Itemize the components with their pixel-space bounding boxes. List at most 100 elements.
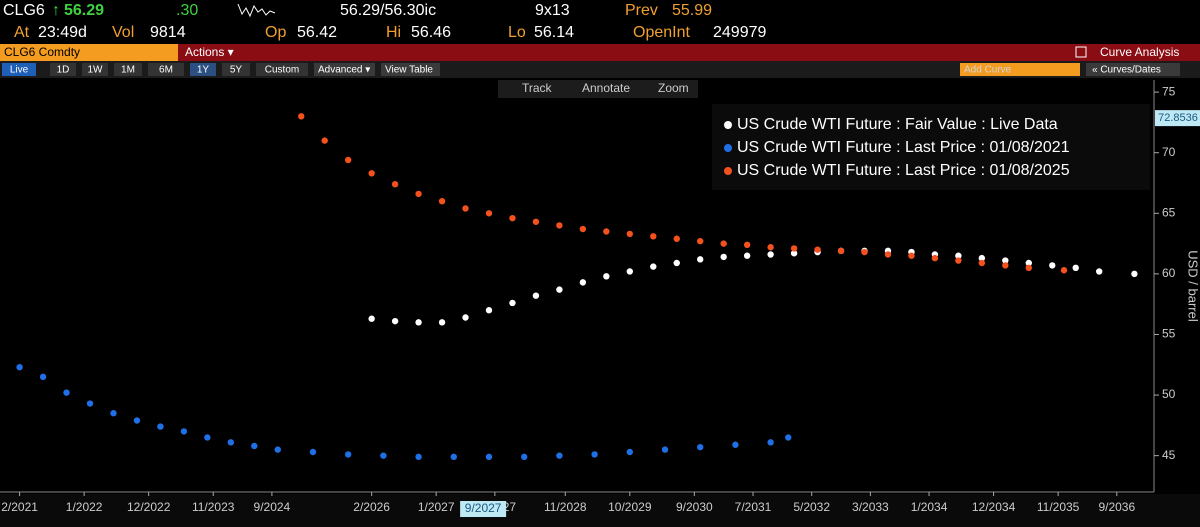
y-tick-label: 45 — [1162, 448, 1176, 462]
chart-tool[interactable]: Track — [522, 81, 553, 95]
high-label: Hi — [386, 24, 401, 41]
period-button[interactable] — [50, 63, 76, 76]
x-tick-label: 7/2031 — [735, 500, 772, 514]
data-point — [321, 137, 328, 144]
view-table[interactable]: View Table — [385, 65, 433, 76]
data-point — [450, 453, 457, 461]
legend-label: US Crude WTI Future : Last Price : 01/08… — [737, 162, 1070, 179]
period-label[interactable]: 5Y — [230, 65, 243, 76]
y-axis-label: USD / barrel — [1186, 250, 1200, 322]
low: 56.14 — [534, 24, 574, 41]
x-tick-label: 3/2033 — [852, 500, 889, 514]
data-point — [767, 251, 774, 258]
period-button[interactable] — [114, 63, 142, 76]
security-field[interactable] — [0, 44, 178, 61]
security-bar — [0, 44, 1200, 61]
x-tick-label: 11/2028 — [544, 500, 587, 514]
data-point — [790, 245, 798, 252]
chart-tool[interactable]: Annotate — [582, 81, 630, 95]
cursor-label: 9/2027 — [465, 501, 502, 515]
last-value: 72.8536 — [1158, 112, 1198, 124]
data-point — [1025, 259, 1032, 267]
y-tick-label: 55 — [1162, 327, 1176, 341]
bid-ask: 56.29/56.30ic — [340, 2, 436, 19]
add-curve-field[interactable] — [960, 63, 1080, 76]
view-table-button[interactable] — [381, 63, 440, 76]
data-point — [626, 230, 634, 238]
period-button[interactable] — [222, 63, 250, 76]
period-label[interactable]: Custom — [265, 65, 299, 76]
curves-dates-button[interactable] — [1086, 63, 1180, 76]
period-label[interactable]: 1D — [57, 65, 70, 76]
popout-icon[interactable] — [1075, 46, 1087, 58]
data-point — [579, 225, 587, 233]
x-tick-label: 2/2021 — [1, 500, 38, 514]
period-label[interactable]: 6M — [159, 65, 173, 76]
period-label[interactable]: 1W — [88, 65, 104, 76]
data-point — [650, 233, 657, 240]
period-button[interactable] — [2, 63, 36, 76]
data-point — [1060, 267, 1068, 274]
y-tick-label: 70 — [1162, 145, 1176, 159]
curves-dates[interactable]: « Curves/Dates — [1092, 65, 1161, 76]
data-point — [908, 252, 915, 259]
data-point — [227, 439, 235, 446]
period-label[interactable]: Live — [10, 65, 29, 76]
x-tick-label: 12/2022 — [127, 500, 171, 514]
period-label[interactable]: 1Y — [197, 65, 210, 76]
add-curve[interactable]: Add Curve — [964, 65, 1012, 76]
open-label: Op — [265, 24, 286, 41]
data-point — [720, 253, 727, 261]
advanced[interactable]: Advanced ▾ — [318, 65, 370, 76]
data-point — [415, 319, 422, 326]
y-tick-label: 50 — [1162, 387, 1176, 401]
x-tick-label: 9/2036 — [1098, 500, 1135, 514]
sparkline — [237, 3, 276, 18]
data-point — [86, 400, 94, 407]
legend-box — [712, 104, 1150, 190]
tick-arrow: ↑ — [52, 2, 60, 19]
data-point — [391, 317, 399, 325]
period-button[interactable] — [82, 63, 108, 76]
data-point — [767, 439, 774, 446]
data-point — [650, 263, 657, 270]
data-point — [251, 442, 258, 450]
data-point — [603, 273, 610, 280]
data-point — [63, 389, 70, 396]
data-point — [110, 410, 117, 417]
legend-marker — [724, 121, 732, 129]
data-point — [673, 235, 680, 242]
data-point — [978, 259, 986, 267]
data-point — [661, 446, 669, 453]
data-point — [380, 452, 387, 459]
x-tick-label: 1/2027 — [418, 500, 455, 514]
period-button[interactable] — [148, 63, 184, 76]
data-point — [785, 434, 792, 441]
data-point — [391, 181, 399, 188]
data-point — [1072, 264, 1079, 272]
legend-label: US Crude WTI Future : Fair Value : Live … — [737, 116, 1058, 133]
data-point — [861, 248, 868, 256]
period-label[interactable]: 1M — [121, 65, 135, 76]
last-price: 56.29 — [64, 2, 104, 19]
period-button[interactable] — [256, 63, 308, 76]
data-point — [603, 228, 610, 235]
data-point — [673, 259, 680, 267]
advanced-button[interactable] — [314, 63, 375, 76]
data-point — [368, 315, 375, 322]
y-tick-label: 65 — [1162, 205, 1176, 219]
open: 56.42 — [297, 24, 337, 41]
data-point — [415, 190, 422, 198]
actions-menu[interactable]: Actions ▾ — [185, 45, 234, 59]
x-tick-label: 9/2030 — [676, 500, 713, 514]
period-button[interactable] — [190, 63, 216, 76]
data-point — [133, 417, 141, 424]
data-point — [814, 246, 821, 253]
data-point — [532, 218, 540, 225]
data-point — [697, 237, 704, 245]
data-point — [368, 170, 375, 177]
open-interest-label: OpenInt — [633, 24, 690, 41]
chart-tool[interactable]: Zoom — [658, 81, 689, 95]
data-point — [438, 197, 446, 205]
